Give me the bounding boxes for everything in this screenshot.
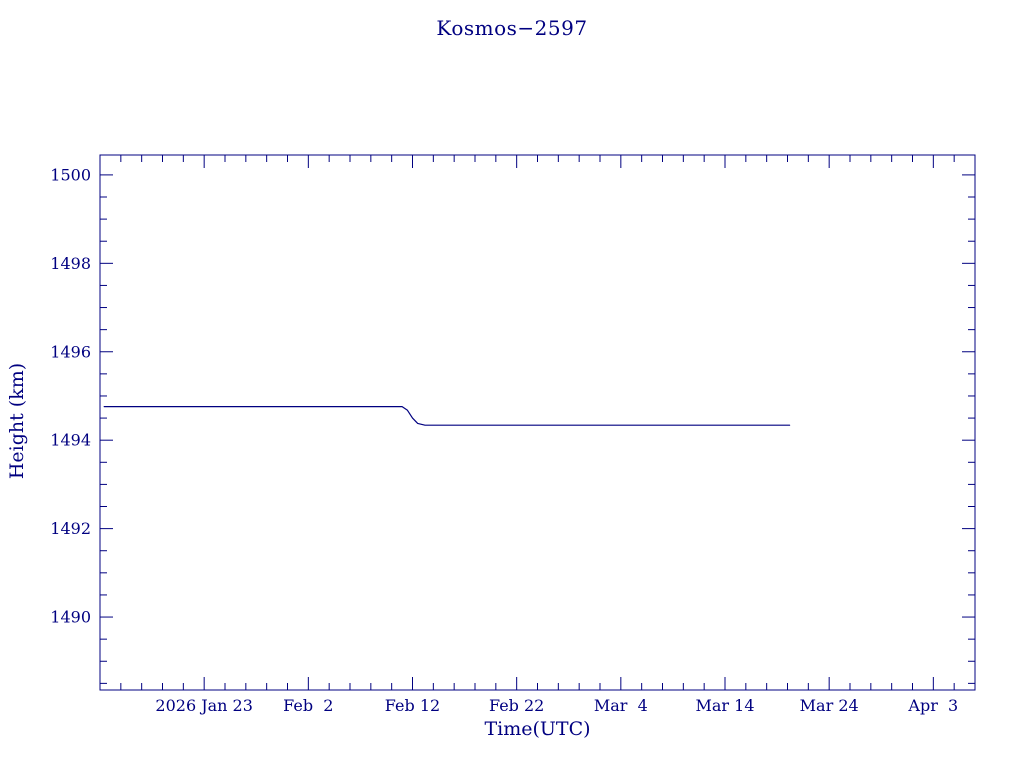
axes-frame: [99, 154, 976, 691]
x-tick-label: Mar 14: [695, 696, 754, 715]
y-tick-label: 1498: [50, 254, 91, 273]
y-axis-label: Height (km): [6, 362, 28, 480]
x-tick-label: Feb 12: [385, 696, 440, 715]
y-tick-label: 1490: [50, 608, 91, 627]
x-tick-label: Mar 24: [800, 696, 859, 715]
x-tick-label: 2026 Jan 23: [155, 696, 253, 715]
y-tick-label: 1492: [50, 519, 91, 538]
chart-title: Kosmos−2597: [436, 16, 588, 40]
x-tick-label: Mar 4: [594, 696, 648, 715]
x-tick-label: Apr 3: [907, 696, 958, 715]
x-tick-label: Feb 2: [283, 696, 333, 715]
y-tick-label: 1496: [50, 342, 91, 361]
y-tick-label: 1500: [50, 165, 91, 184]
x-tick-label: Feb 22: [489, 696, 544, 715]
series-orbit-height: [103, 406, 791, 426]
y-tick-label: 1494: [50, 431, 91, 450]
x-axis-label: Time(UTC): [484, 718, 591, 740]
